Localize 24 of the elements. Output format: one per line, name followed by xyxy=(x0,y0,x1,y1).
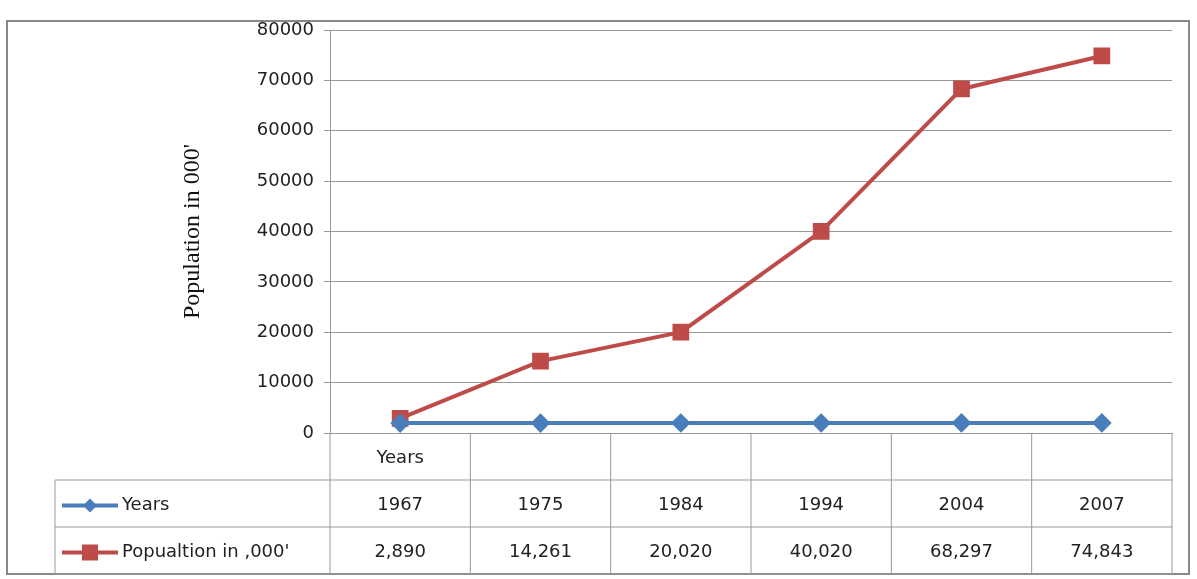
data-label: 2,890 xyxy=(374,540,426,562)
data-label: 2007 xyxy=(1078,493,1125,515)
y-tick-label: 60000 xyxy=(256,118,314,140)
y-tick-label: 70000 xyxy=(256,68,314,90)
legend-label: Years xyxy=(121,493,170,515)
y-axis-title: Population in 000' xyxy=(177,144,204,319)
data-label: 14,261 xyxy=(509,540,572,562)
data-label: 74,843 xyxy=(1070,540,1134,562)
data-label: 1994 xyxy=(798,493,845,515)
y-tick-label: 20000 xyxy=(256,319,314,341)
data-label: 1975 xyxy=(517,493,564,515)
y-tick-label: 10000 xyxy=(256,370,314,392)
y-tick-label: 80000 xyxy=(256,17,314,39)
y-tick-label: 30000 xyxy=(256,269,314,291)
data-label: 1967 xyxy=(377,493,424,515)
data-label: 2004 xyxy=(938,493,985,515)
data-label: 68,297 xyxy=(930,540,993,562)
y-tick-label: 40000 xyxy=(256,219,314,241)
data-label: 1984 xyxy=(657,493,704,515)
y-tick-label: 0 xyxy=(302,420,314,442)
y-tick-label: 50000 xyxy=(256,168,314,190)
data-label: 20,020 xyxy=(649,540,713,562)
legend-label: Popualtion in ,000' xyxy=(122,540,290,562)
data-label: 40,020 xyxy=(789,540,853,562)
